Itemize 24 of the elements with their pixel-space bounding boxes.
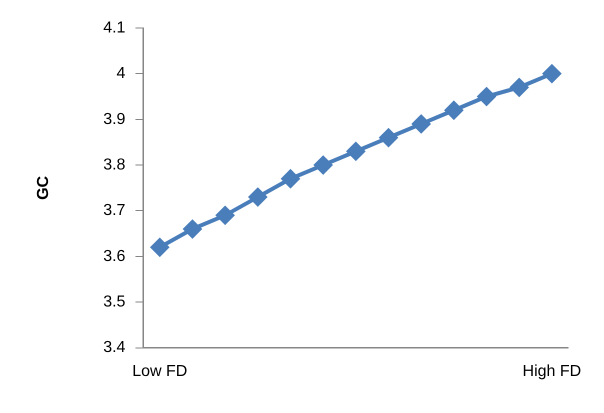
point	[281, 170, 300, 188]
point	[314, 156, 332, 174]
point	[542, 64, 561, 83]
point	[183, 220, 202, 238]
point	[412, 114, 430, 133]
y-tick-label: 4	[116, 65, 126, 82]
y-tick-label: 3.6	[103, 248, 126, 265]
y-tick-label: 3.9	[103, 110, 126, 128]
x-tick-label: Low FD	[132, 362, 188, 380]
point	[150, 238, 169, 256]
y-tick-label: 3.7	[103, 202, 126, 220]
y-axis-title: GC	[35, 175, 52, 200]
point	[248, 188, 267, 206]
point	[510, 78, 528, 96]
point	[444, 101, 463, 120]
point	[380, 128, 398, 147]
x-tick-label: High FD	[522, 362, 582, 380]
point	[478, 88, 496, 106]
y-tick-label: 3.5	[103, 294, 126, 311]
point	[216, 206, 234, 224]
point	[346, 142, 365, 160]
y-tick-label: 3.8	[103, 156, 126, 174]
y-tick-label: 3.4	[103, 339, 126, 356]
y-tick-label: 4.1	[103, 19, 126, 36]
